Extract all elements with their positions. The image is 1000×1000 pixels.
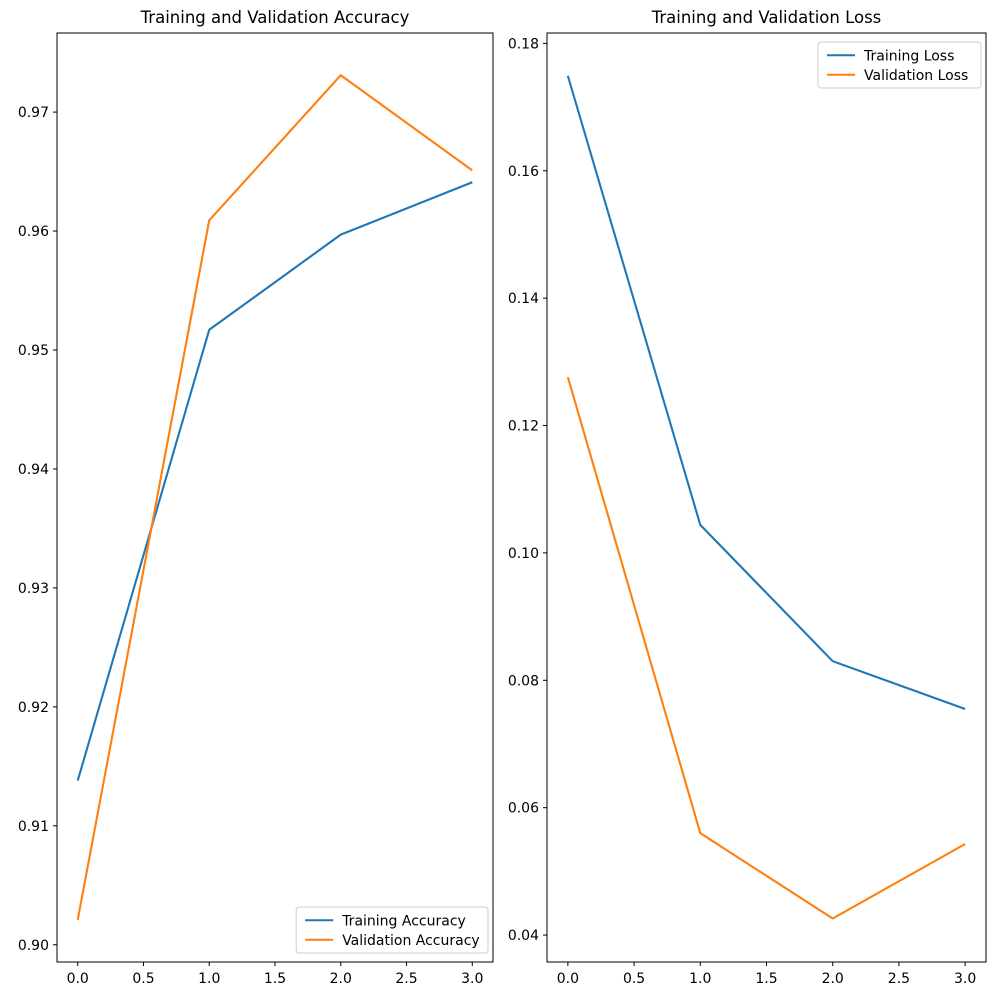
y-tick-label: 0.12 <box>508 419 539 435</box>
x-tick-label: 0.5 <box>623 971 645 987</box>
x-tick-label: 1.5 <box>755 971 777 987</box>
y-tick-label: 0.04 <box>508 928 539 944</box>
legend-box <box>295 906 489 954</box>
x-tick-label: 2.0 <box>330 971 352 987</box>
x-tick-label: 2.5 <box>888 971 910 987</box>
accuracy-chart: 0.0 0.5 1.0 1.5 2.0 2.5 3.0 0.90 0.91 0.92 0.93 0.9… <box>18 32 494 987</box>
x-tick-label: 0.0 <box>67 971 89 987</box>
x-tick-label: 2.0 <box>822 971 844 987</box>
training-loss-line <box>566 75 966 710</box>
x-tick-label: 1.5 <box>264 971 286 987</box>
training-accuracy-line <box>76 181 473 781</box>
x-tick-label: 3.0 <box>954 971 976 987</box>
x-tick-label: 0.0 <box>557 971 579 987</box>
y-tick-label: 0.91 <box>18 819 49 835</box>
y-tick-label: 0.92 <box>18 700 49 716</box>
accuracy-chart-title: Training and Validation Accuracy <box>140 8 410 27</box>
accuracy-chart-canvas: 0.0 0.5 1.0 1.5 2.0 2.5 3.0 0.90 0.91 0.92 0.93 0.9… <box>18 32 494 987</box>
loss-chart: 0.0 0.5 1.0 1.5 2.0 2.5 3.0 0.04 0.06 0.08 0.10 0.1… <box>500 0 1000 1000</box>
x-tick-label: 3.0 <box>461 971 483 987</box>
y-tick-label: 0.94 <box>18 462 49 478</box>
y-tick-label: 0.06 <box>508 801 539 817</box>
loss-chart-canvas: 0.0 0.5 1.0 1.5 2.0 2.5 3.0 0.04 0.06 0.08 0.10 0.1… <box>508 32 987 987</box>
validation-loss-legend-label: Validation Loss <box>864 68 968 84</box>
axes-frame <box>56 32 494 963</box>
x-tick-label: 2.5 <box>395 971 417 987</box>
training-loss-legend-label: Training Loss <box>863 48 954 64</box>
x-tick-label: 1.0 <box>689 971 711 987</box>
y-tick-label: 0.08 <box>508 673 539 689</box>
y-tick-label: 0.10 <box>508 546 539 562</box>
x-tick-label: 0.5 <box>132 971 154 987</box>
y-tick-label: 0.90 <box>18 938 49 954</box>
y-tick-label: 0.14 <box>508 291 539 307</box>
y-tick-label: 0.16 <box>508 164 539 180</box>
y-tick-label: 0.18 <box>508 36 539 52</box>
validation-accuracy-line <box>76 74 473 920</box>
y-tick-label: 0.95 <box>18 343 49 359</box>
y-tick-label: 0.93 <box>18 581 49 597</box>
validation-loss-line <box>566 376 966 920</box>
y-tick-label: 0.96 <box>18 224 49 240</box>
training-accuracy-legend-label: Training Accuracy <box>341 913 466 929</box>
y-tick-label: 0.97 <box>18 105 49 121</box>
x-tick-label: 1.0 <box>198 971 220 987</box>
axes-frame <box>546 32 987 963</box>
validation-accuracy-legend-label: Validation Accuracy <box>342 933 480 949</box>
loss-chart-title: Training and Validation Loss <box>651 8 882 27</box>
legend-box <box>817 41 982 89</box>
